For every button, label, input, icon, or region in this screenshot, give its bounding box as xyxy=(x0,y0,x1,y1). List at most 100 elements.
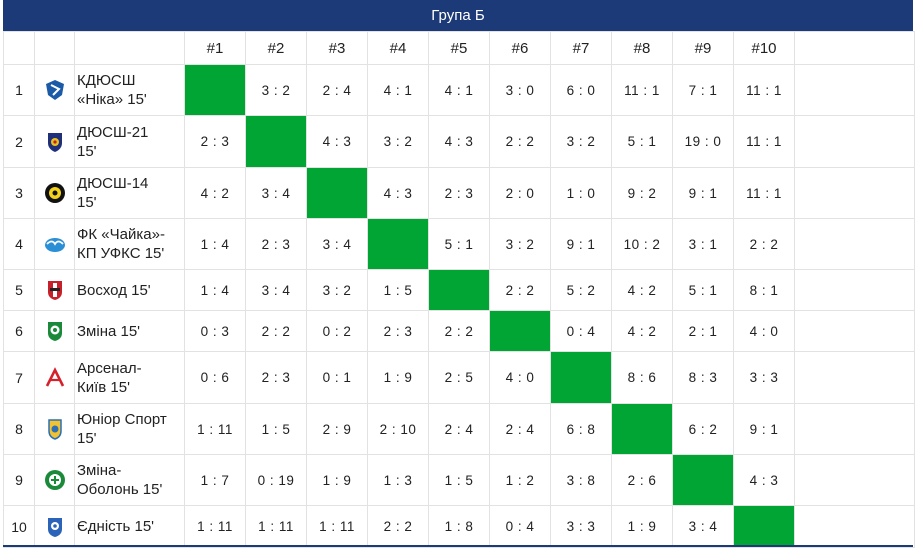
score-cell: 11 : 1 xyxy=(733,115,795,168)
header-blank xyxy=(34,31,75,65)
team-name-line2: КП УФКС 15' xyxy=(77,245,165,262)
score-cell: 2 : 3 xyxy=(245,218,307,270)
score-cell: 2 : 3 xyxy=(428,167,490,219)
empty-cell xyxy=(794,454,915,506)
score-cell: 3 : 2 xyxy=(489,218,551,270)
score-cell: 4 : 2 xyxy=(184,167,246,219)
score-cell: 1 : 3 xyxy=(367,454,429,506)
score-cell: 9 : 1 xyxy=(733,403,795,455)
score-cell: 5 : 1 xyxy=(428,218,490,270)
group-title: Група Б xyxy=(3,0,913,31)
team-name[interactable]: ФК «Чайка»- КП УФКС 15' xyxy=(74,218,185,270)
score-cell: 3 : 2 xyxy=(367,115,429,168)
score-cell: 1 : 5 xyxy=(245,403,307,455)
dyussh-14-logo-icon xyxy=(34,167,75,219)
score-cell: 6 : 8 xyxy=(550,403,612,455)
team-name[interactable]: Юніор Спорт 15' xyxy=(74,403,185,455)
team-name[interactable]: Зміна 15' xyxy=(74,310,185,352)
score-cell: 2 : 1 xyxy=(672,310,734,352)
score-cell: 1 : 11 xyxy=(245,505,307,548)
team-name[interactable]: Зміна- Оболонь 15' xyxy=(74,454,185,506)
diagonal-cell xyxy=(367,218,429,270)
score-cell: 0 : 4 xyxy=(489,505,551,548)
score-cell: 2 : 2 xyxy=(367,505,429,548)
score-cell: 0 : 4 xyxy=(550,310,612,352)
team-name[interactable]: Єдність 15' xyxy=(74,505,185,548)
team-name[interactable]: Арсенал- Київ 15' xyxy=(74,351,185,404)
team-name-line1: ДЮСШ-14 xyxy=(77,175,149,192)
score-cell: 2 : 3 xyxy=(245,351,307,404)
score-cell: 4 : 0 xyxy=(733,310,795,352)
score-cell: 5 : 1 xyxy=(672,269,734,311)
score-cell: 4 : 1 xyxy=(428,64,490,116)
row-number: 6 xyxy=(3,310,35,352)
score-cell: 1 : 9 xyxy=(367,351,429,404)
score-cell: 3 : 4 xyxy=(245,269,307,311)
row-number: 9 xyxy=(3,454,35,506)
column-header: #8 xyxy=(611,31,673,65)
score-cell: 4 : 3 xyxy=(428,115,490,168)
score-cell: 2 : 10 xyxy=(367,403,429,455)
score-cell: 19 : 0 xyxy=(672,115,734,168)
empty-cell xyxy=(794,64,915,116)
fk-chaika-logo-icon xyxy=(34,218,75,270)
row-number: 4 xyxy=(3,218,35,270)
team-name-line2: 15' xyxy=(77,194,97,211)
team-name[interactable]: ДЮСШ-21 15' xyxy=(74,115,185,168)
results-grid: #1 #2 #3 #4 #5 #6 #7 #8 #9 #10 1 КДЮСШ «Ні… xyxy=(3,31,915,548)
score-cell: 5 : 2 xyxy=(550,269,612,311)
score-cell: 3 : 2 xyxy=(550,115,612,168)
team-name-line1: Зміна 15' xyxy=(77,322,141,340)
score-cell: 2 : 4 xyxy=(428,403,490,455)
score-cell: 2 : 2 xyxy=(428,310,490,352)
score-cell: 1 : 4 xyxy=(184,218,246,270)
score-cell: 3 : 4 xyxy=(245,167,307,219)
score-cell: 3 : 2 xyxy=(245,64,307,116)
score-cell: 11 : 1 xyxy=(733,167,795,219)
column-header: #5 xyxy=(428,31,490,65)
team-name[interactable]: ДЮСШ-14 15' xyxy=(74,167,185,219)
score-cell: 2 : 2 xyxy=(245,310,307,352)
column-header: #7 xyxy=(550,31,612,65)
score-cell: 1 : 9 xyxy=(306,454,368,506)
voskhod-logo-icon xyxy=(34,269,75,311)
team-name-line1: ДЮСШ-21 xyxy=(77,123,149,141)
team-name[interactable]: КДЮСШ «Ніка» 15' xyxy=(74,64,185,116)
empty-cell xyxy=(794,269,915,311)
team-name-line1: Юніор Спорт xyxy=(77,411,167,428)
score-cell: 1 : 8 xyxy=(428,505,490,548)
diagonal-cell xyxy=(184,64,246,116)
score-cell: 3 : 0 xyxy=(489,64,551,116)
score-cell: 10 : 2 xyxy=(611,218,673,270)
team-name-line1: КДЮСШ xyxy=(77,72,136,89)
score-cell: 2 : 6 xyxy=(611,454,673,506)
score-cell: 8 : 3 xyxy=(672,351,734,404)
row-number: 2 xyxy=(3,115,35,168)
score-cell: 8 : 1 xyxy=(733,269,795,311)
score-cell: 3 : 4 xyxy=(306,218,368,270)
row-number: 3 xyxy=(3,167,35,219)
diagonal-cell xyxy=(245,115,307,168)
score-cell: 2 : 2 xyxy=(489,269,551,311)
bottom-border xyxy=(3,545,913,547)
score-cell: 11 : 1 xyxy=(733,64,795,116)
score-cell: 4 : 1 xyxy=(367,64,429,116)
header-blank xyxy=(794,31,915,65)
score-cell: 2 : 3 xyxy=(184,115,246,168)
team-name[interactable]: Восход 15' xyxy=(74,269,185,311)
diagonal-cell xyxy=(428,269,490,311)
team-name-line1: Єдність 15' xyxy=(77,518,155,535)
score-cell: 3 : 3 xyxy=(550,505,612,548)
score-cell: 1 : 7 xyxy=(184,454,246,506)
score-cell: 11 : 1 xyxy=(611,64,673,116)
empty-cell xyxy=(794,115,915,168)
score-cell: 3 : 3 xyxy=(733,351,795,404)
score-cell: 1 : 5 xyxy=(367,269,429,311)
empty-cell xyxy=(794,310,915,352)
score-cell: 2 : 4 xyxy=(489,403,551,455)
empty-cell xyxy=(794,505,915,548)
score-cell: 1 : 2 xyxy=(489,454,551,506)
